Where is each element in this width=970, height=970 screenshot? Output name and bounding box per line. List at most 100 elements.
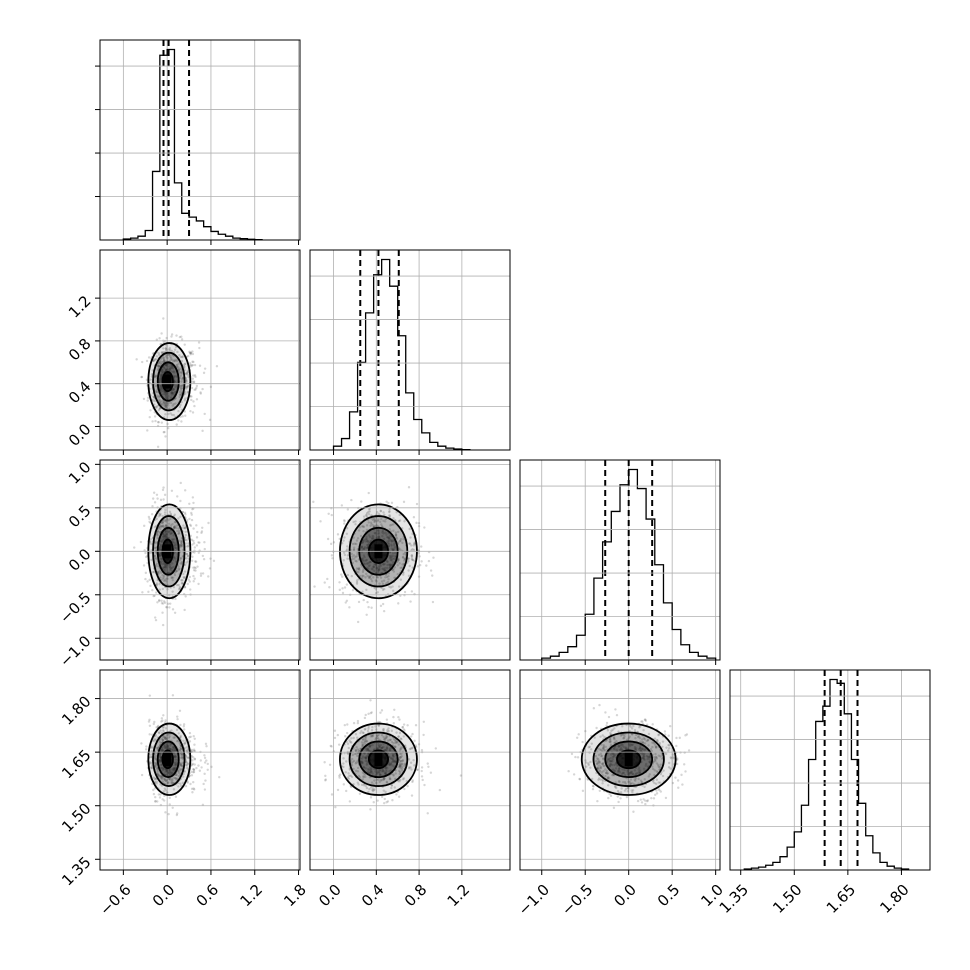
sample-point (652, 797, 656, 800)
sample-point (182, 572, 185, 576)
sample-point (189, 351, 193, 355)
sample-point (201, 429, 204, 433)
sample-point (174, 402, 177, 405)
sample-point (348, 800, 352, 803)
sample-point (659, 790, 663, 793)
sample-point (340, 504, 344, 507)
sample-point (333, 736, 337, 740)
sample-point (173, 513, 176, 516)
sample-point (355, 752, 358, 755)
sample-point (361, 525, 365, 528)
sample-point (388, 554, 391, 558)
sample-point (164, 563, 167, 567)
sample-point (609, 731, 612, 735)
sample-point (620, 787, 623, 790)
sample-point (362, 772, 365, 775)
sample-point (397, 541, 400, 544)
sample-point (188, 731, 192, 735)
sample-point (173, 371, 176, 374)
sample-point (394, 759, 397, 762)
sample-point (382, 563, 385, 566)
sample-point (372, 789, 376, 792)
sample-point (167, 812, 170, 816)
sample-point (180, 784, 183, 788)
sample-point (373, 520, 376, 524)
sample-point (161, 739, 165, 742)
sample-point (628, 723, 631, 727)
sample-point (192, 568, 196, 572)
sample-point (177, 568, 181, 571)
sample-point (168, 747, 171, 750)
sample-point (667, 747, 671, 750)
sample-point (398, 752, 402, 755)
sample-point (390, 786, 393, 790)
sample-point (354, 523, 357, 526)
sample-point (166, 743, 169, 747)
sample-point (158, 525, 161, 529)
sample-point (184, 513, 187, 516)
sample-point (201, 387, 204, 391)
sample-point (394, 739, 397, 742)
sample-point (614, 753, 617, 757)
sample-point (195, 766, 198, 770)
panel-content (567, 703, 691, 813)
sample-point (360, 500, 363, 503)
sample-point (628, 780, 631, 784)
sample-point (376, 734, 379, 737)
sample-point (175, 524, 178, 527)
sample-point (343, 522, 346, 525)
sample-point (382, 801, 386, 805)
sample-point (159, 498, 163, 502)
sample-point (372, 524, 375, 527)
sample-point (361, 557, 364, 560)
sample-point (409, 747, 412, 750)
sample-point (587, 762, 590, 765)
sample-point (362, 766, 366, 769)
sample-point (609, 743, 613, 747)
sample-point (154, 546, 158, 550)
sample-point (166, 791, 169, 794)
sample-point (164, 368, 168, 372)
sample-point (388, 777, 392, 781)
sample-point (159, 375, 163, 378)
sample-point (147, 720, 151, 723)
sample-point (387, 572, 391, 575)
sample-point (384, 736, 387, 740)
sample-point (336, 788, 340, 792)
sample-point (609, 740, 612, 743)
sample-point (382, 609, 386, 613)
sample-point (638, 746, 642, 750)
sample-point (348, 739, 351, 742)
sample-point (396, 530, 400, 534)
sample-point (158, 353, 161, 357)
sample-point (603, 764, 606, 768)
sample-point (391, 764, 394, 767)
sample-point (407, 557, 410, 560)
sample-point (204, 742, 208, 746)
sample-point (184, 392, 187, 395)
sample-point (161, 521, 164, 524)
sample-point (179, 562, 182, 565)
sample-point (147, 356, 151, 359)
sample-point (165, 396, 168, 399)
y-tick-label: 1.50 (58, 800, 94, 836)
sample-point (420, 560, 423, 563)
sample-point (173, 526, 176, 529)
sample-point (174, 761, 178, 764)
sample-point (169, 369, 172, 372)
sample-point (621, 744, 624, 747)
sample-point (364, 784, 368, 788)
x-tick-label: 1.50 (769, 881, 805, 917)
sample-point (655, 792, 659, 795)
sample-point (376, 769, 379, 772)
sample-point (181, 756, 185, 759)
sample-point (159, 576, 162, 579)
sample-point (374, 532, 377, 535)
sample-point (164, 413, 167, 416)
sample-point (162, 535, 165, 538)
sample-point (381, 562, 385, 566)
sample-point (163, 493, 167, 497)
sample-point (177, 565, 180, 568)
sample-point (631, 743, 634, 746)
sample-point (365, 588, 368, 592)
